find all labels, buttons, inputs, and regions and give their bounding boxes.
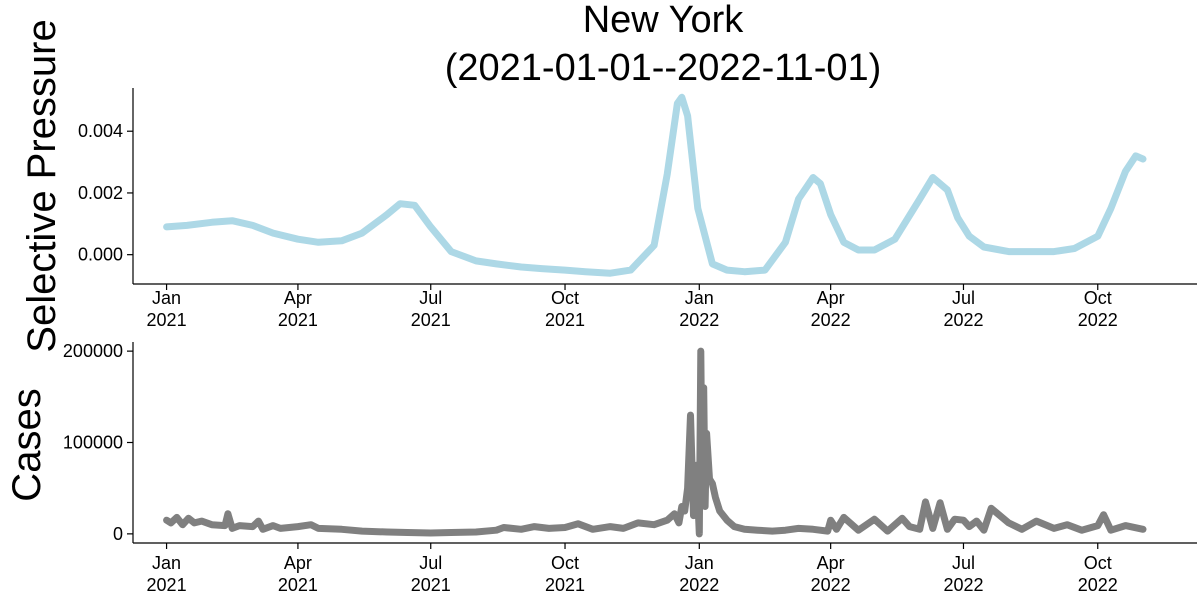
- x-tick-label-year: 2021: [147, 575, 187, 595]
- x-tick-label-month: Jan: [685, 288, 714, 308]
- x-tick-label-month: Oct: [1084, 288, 1112, 308]
- x-tick-label-month: Oct: [551, 553, 579, 573]
- x-tick-label-year: 2022: [1078, 310, 1118, 330]
- chart-title-line2: (2021-01-01--2022-11-01): [445, 47, 882, 89]
- x-tick-label-year: 2021: [411, 575, 451, 595]
- x-tick-label-year: 2022: [811, 575, 851, 595]
- x-tick-label-month: Oct: [1084, 553, 1112, 573]
- x-tick-label-year: 2022: [1078, 575, 1118, 595]
- x-tick-label-month: Apr: [284, 553, 312, 573]
- series-line: [163, 347, 1147, 538]
- x-tick-label-year: 2021: [147, 310, 187, 330]
- x-tick-label-month: Jan: [152, 553, 181, 573]
- y-tick-label: 200000: [63, 341, 123, 361]
- x-tick-label-year: 2022: [679, 575, 719, 595]
- x-tick-label-month: Jan: [685, 553, 714, 573]
- y-tick-label: 0.000: [78, 245, 123, 265]
- x-tick-label-month: Jul: [419, 553, 442, 573]
- x-tick-label-month: Oct: [551, 288, 579, 308]
- cases-panel: 0100000200000Jan2021Apr2021Jul2021Oct202…: [5, 341, 1197, 595]
- x-tick-label-month: Jul: [952, 288, 975, 308]
- chart-title-line1: New York: [583, 0, 745, 41]
- y-tick-label: 100000: [63, 433, 123, 453]
- y-tick-label: 0.004: [78, 121, 123, 141]
- x-tick-label-year: 2021: [278, 575, 318, 595]
- x-tick-label-year: 2021: [278, 310, 318, 330]
- x-tick-label-month: Apr: [284, 288, 312, 308]
- x-tick-label-month: Apr: [817, 288, 845, 308]
- x-tick-label-month: Jul: [952, 553, 975, 573]
- y-tick-label: 0: [113, 524, 123, 544]
- x-tick-label-year: 2021: [545, 310, 585, 330]
- y-tick-label: 0.002: [78, 183, 123, 203]
- x-tick-label-year: 2022: [943, 310, 983, 330]
- x-tick-label-year: 2022: [811, 310, 851, 330]
- x-tick-label-year: 2022: [943, 575, 983, 595]
- x-tick-label-year: 2021: [545, 575, 585, 595]
- x-tick-label-month: Jul: [419, 288, 442, 308]
- y-axis-label: Cases: [5, 388, 49, 501]
- selective-pressure-panel: 0.0000.0020.004Jan2021Apr2021Jul2021Oct2…: [20, 19, 1197, 353]
- series-line: [163, 93, 1147, 277]
- x-tick-label-month: Jan: [152, 288, 181, 308]
- y-axis-label: Selective Pressure: [20, 19, 64, 352]
- x-tick-label-year: 2022: [679, 310, 719, 330]
- x-tick-label-month: Apr: [817, 553, 845, 573]
- x-tick-label-year: 2021: [411, 310, 451, 330]
